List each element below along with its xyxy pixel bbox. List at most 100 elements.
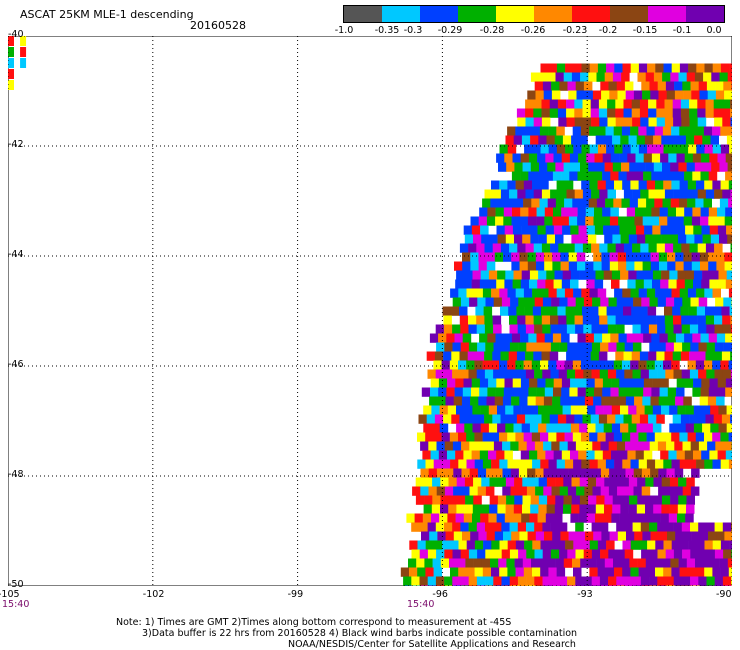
swath-cell xyxy=(601,252,610,262)
swath-cell xyxy=(604,234,613,244)
colorbar-label: 0.0 xyxy=(706,25,722,36)
swath-cell xyxy=(537,378,546,388)
swath-cell xyxy=(717,225,727,235)
swath-cell xyxy=(551,441,560,451)
swath-cell xyxy=(716,396,725,406)
swath-cell xyxy=(567,342,576,352)
swath-cell xyxy=(562,405,572,415)
swath-cell xyxy=(708,171,718,181)
swath-cell xyxy=(532,180,541,190)
swath-cell xyxy=(689,108,698,118)
swath-cell xyxy=(514,234,523,244)
swath-cell xyxy=(599,117,608,127)
swath-cell xyxy=(597,360,606,370)
swath-cell xyxy=(665,324,674,334)
swath-cell xyxy=(715,585,725,586)
swath-cell xyxy=(406,513,415,523)
swath-cell xyxy=(485,486,495,496)
swath-cell xyxy=(579,135,588,145)
swath-cell xyxy=(589,567,598,577)
swath-cell xyxy=(668,450,677,460)
swath-cell xyxy=(521,423,531,433)
swath-cell xyxy=(564,180,574,190)
swath-cell xyxy=(482,432,492,442)
swath-cell xyxy=(653,72,663,82)
swath-cell xyxy=(709,450,718,460)
swath-cell xyxy=(594,387,603,397)
swath-cell xyxy=(663,288,672,298)
swath-cell xyxy=(576,252,586,262)
swath-cell xyxy=(640,369,650,379)
swath-cell xyxy=(454,387,464,397)
swath-cell xyxy=(712,180,721,190)
swath-cell xyxy=(693,279,702,289)
swath-cell xyxy=(652,378,661,388)
swath-cell xyxy=(443,315,452,325)
swath-cell xyxy=(668,225,678,235)
swath-cell xyxy=(652,225,661,235)
swath-cell xyxy=(420,468,429,478)
swath-cell xyxy=(656,189,666,199)
swath-cell xyxy=(577,216,586,226)
swath-cell xyxy=(673,324,682,334)
swath-cell xyxy=(619,378,628,388)
swath-cell xyxy=(631,306,640,316)
swath-cell xyxy=(607,108,616,118)
swath-cell xyxy=(630,288,639,298)
swath-cell xyxy=(535,531,545,541)
swath-cell xyxy=(495,387,505,397)
swath-cell xyxy=(633,441,642,451)
swath-cell xyxy=(464,234,474,244)
swath-cell xyxy=(466,432,475,442)
swath-cell xyxy=(495,333,504,343)
swath-cell xyxy=(650,468,659,478)
swath-cell xyxy=(517,243,526,253)
swath-cell xyxy=(438,450,448,460)
swath-cell xyxy=(697,99,706,109)
note-line-3: NOAA/NESDIS/Center for Satellite Applica… xyxy=(288,639,576,650)
swath-cell xyxy=(422,450,431,460)
swath-cell xyxy=(555,495,564,505)
swath-cell xyxy=(599,324,609,334)
swath-cell xyxy=(667,216,676,226)
swath-cell xyxy=(629,558,638,568)
swath-cell xyxy=(667,171,677,181)
swath-cell xyxy=(675,216,684,226)
swath-cell xyxy=(635,387,644,397)
swath-cell xyxy=(704,540,713,550)
swath-cell xyxy=(625,585,634,586)
swath-cell xyxy=(583,549,593,559)
swath-cell xyxy=(622,567,631,577)
swath-cell xyxy=(723,297,732,307)
swath-cell xyxy=(720,567,730,577)
swath-cell xyxy=(589,63,599,73)
swath-cell xyxy=(559,297,568,307)
swath-cell xyxy=(468,315,477,325)
swath-cell xyxy=(571,477,580,487)
swath-cell xyxy=(662,198,671,208)
swath-cell xyxy=(695,432,705,442)
swath-cell xyxy=(714,117,723,127)
swath-cell xyxy=(666,585,675,586)
swath-cell xyxy=(697,315,707,325)
swath-cell xyxy=(472,405,481,415)
swath-cell xyxy=(448,504,457,514)
swath-cell xyxy=(474,288,484,298)
swath-cell xyxy=(644,135,654,145)
swath-cell xyxy=(607,117,616,127)
swath-cell xyxy=(659,387,669,397)
swath-cell xyxy=(586,513,596,523)
swath-cell xyxy=(558,576,568,586)
swath-cell xyxy=(649,297,658,307)
swath-cell xyxy=(498,162,507,172)
swath-cell xyxy=(723,441,732,451)
swath-cell xyxy=(714,549,724,559)
swath-cell xyxy=(596,477,605,487)
swath-cell xyxy=(696,306,706,316)
swath-cell xyxy=(461,468,470,478)
swath-cell xyxy=(564,432,574,442)
colorbar-label: -0.15 xyxy=(632,25,658,36)
swath-cell xyxy=(674,90,684,100)
swath-cell xyxy=(638,567,648,577)
swath-cell xyxy=(707,396,717,406)
